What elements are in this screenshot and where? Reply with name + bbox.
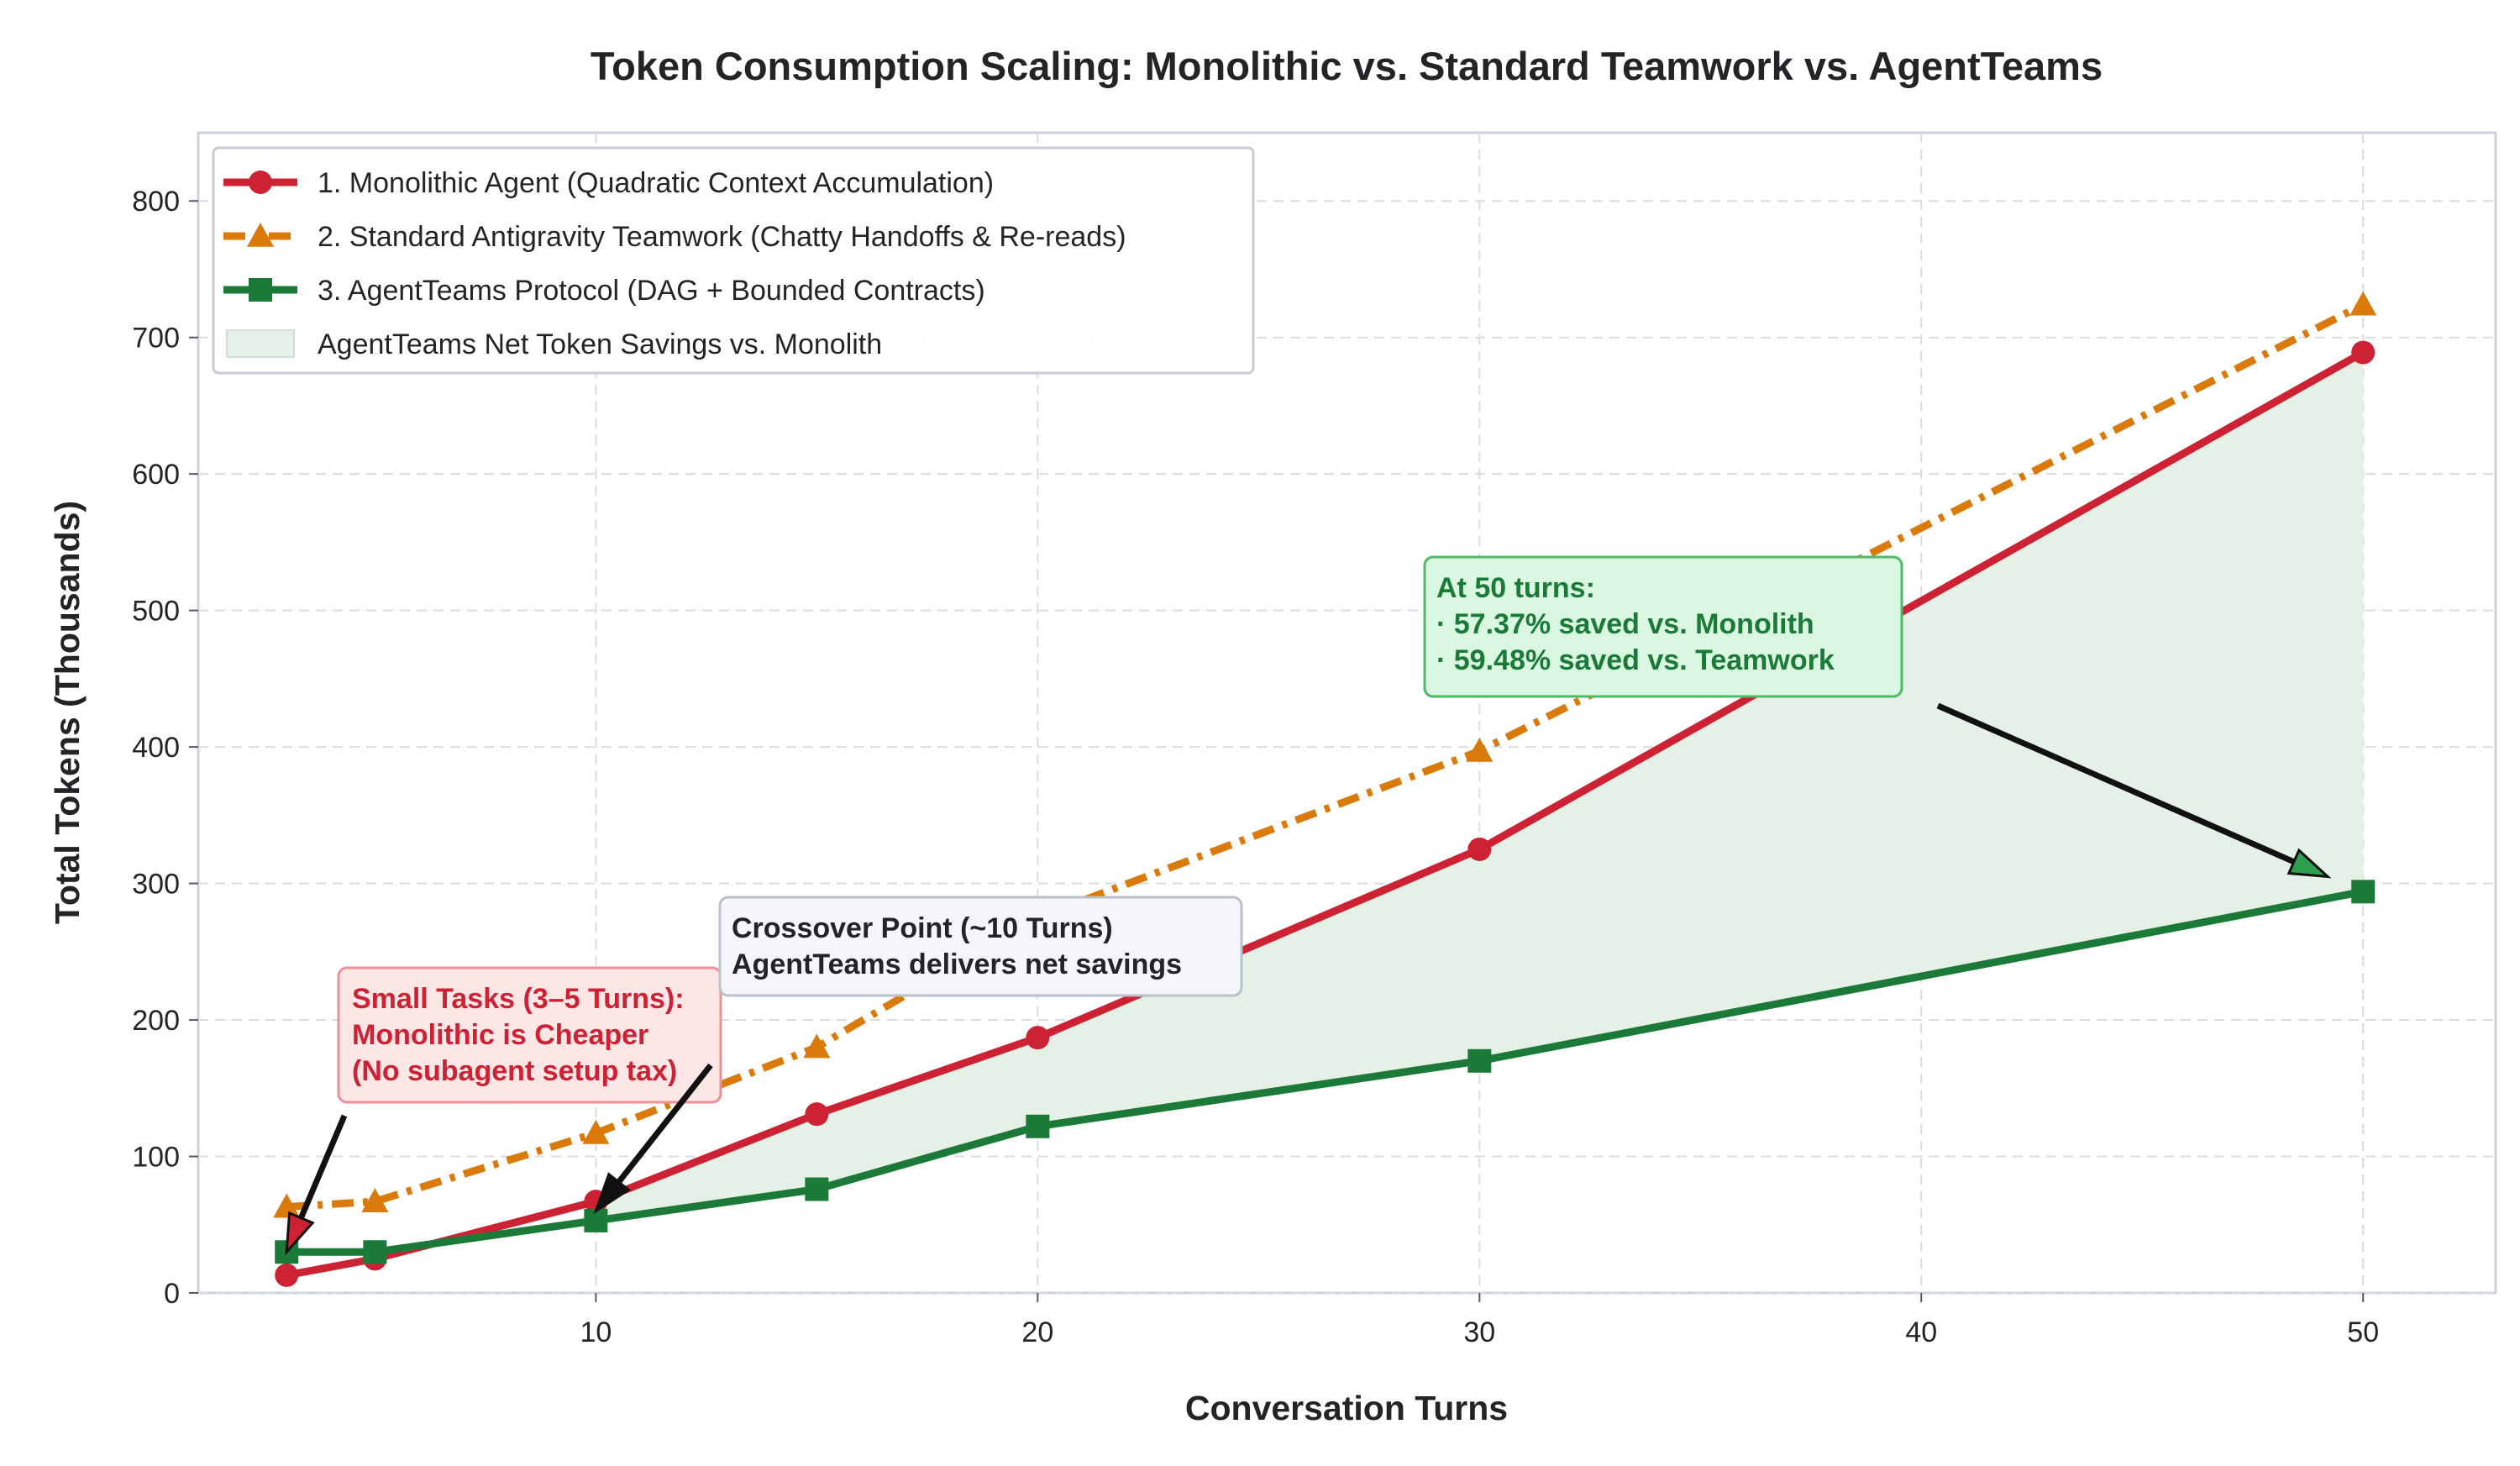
- x-tick-label: 10: [580, 1316, 612, 1348]
- y-tick-label: 400: [132, 732, 180, 764]
- small_tasks-box: [337, 966, 722, 1104]
- small_tasks-text-line: Small Tasks (3–5 Turns):: [352, 983, 685, 1015]
- legend-item-teamwork: 2. Standard Antigravity Teamwork (Chatty…: [223, 221, 1126, 253]
- legend-label: 3. AgentTeams Protocol (DAG + Bounded Co…: [318, 275, 985, 307]
- legend: 1. Monolithic Agent (Quadratic Context A…: [212, 146, 1255, 375]
- fifty_turns-text-line: · 59.48% saved vs. Teamwork: [1436, 644, 1835, 676]
- y-tick-label: 700: [132, 323, 180, 355]
- crossover-arrow-line: [616, 1063, 713, 1185]
- legend-swatch-fill: [226, 329, 295, 358]
- monolithic-point: [1467, 837, 1492, 861]
- small_tasks-text-line: (No subagent setup tax): [352, 1055, 677, 1087]
- teamwork-point: [582, 1119, 610, 1144]
- teamwork-point: [273, 1193, 301, 1218]
- crossover-arrow-head: [593, 1172, 631, 1215]
- legend-label: AgentTeams Net Token Savings vs. Monolit…: [318, 328, 882, 360]
- legend-label: 1. Monolithic Agent (Quadratic Context A…: [318, 167, 994, 199]
- teamwork-series: [273, 291, 2377, 1218]
- fifty_turns-arrow-line: [1936, 702, 2296, 865]
- y-tick-label: 200: [132, 1005, 180, 1037]
- savings-fill-area: [596, 352, 2364, 1221]
- crossover-text-line: AgentTeams delivers net savings: [732, 948, 1182, 980]
- small_tasks-arrow-line: [298, 1114, 348, 1220]
- x-tick-label: 40: [1905, 1316, 1937, 1348]
- legend-item-monolithic: 1. Monolithic Agent (Quadratic Context A…: [223, 167, 994, 199]
- agentteams-point: [584, 1208, 608, 1232]
- agentteams-series: [275, 880, 2376, 1264]
- y-tick-label: 300: [132, 869, 180, 901]
- legend-item-agentteams: 3. AgentTeams Protocol (DAG + Bounded Co…: [223, 275, 985, 307]
- fifty_turns-annotation: At 50 turns: · 57.37% saved vs. Monolith ·…: [1423, 555, 2332, 879]
- legend-label: 2. Standard Antigravity Teamwork (Chatty…: [318, 221, 1126, 253]
- x-tick-label: 20: [1021, 1316, 1053, 1348]
- y-tick-label: 600: [132, 459, 180, 491]
- teamwork-point: [361, 1188, 389, 1212]
- crossover-annotation: Crossover Point (~10 Turns) AgentTeams de…: [593, 896, 1243, 1215]
- monolithic-point: [1026, 1026, 1050, 1050]
- crossover-box: [718, 896, 1243, 997]
- small_tasks-arrow-head: [285, 1211, 315, 1256]
- agentteams-point: [1026, 1114, 1050, 1138]
- series-lines: [273, 291, 2377, 1287]
- small_tasks-annotation: Small Tasks (3–5 Turns): Monolithic is Ch…: [285, 966, 722, 1256]
- legend-item-savings: AgentTeams Net Token Savings vs. Monolit…: [226, 328, 882, 360]
- x-axis-label: Conversation Turns: [1185, 1389, 1508, 1427]
- legend-frame: [212, 146, 1255, 375]
- agentteams-point: [805, 1177, 829, 1201]
- monolithic-point: [805, 1102, 829, 1127]
- fifty_turns-text-line: At 50 turns:: [1436, 572, 1595, 604]
- x-tick-label: 50: [2347, 1316, 2379, 1348]
- monolithic-point: [2351, 340, 2376, 365]
- teamwork-point: [1466, 737, 1494, 762]
- crossover-text-line: Crossover Point (~10 Turns): [732, 912, 1113, 944]
- chart-title: Token Consumption Scaling: Monolithic vs…: [591, 44, 2103, 88]
- fifty_turns-text-line: · 57.37% saved vs. Monolith: [1436, 608, 1814, 640]
- legend-swatch-marker: [249, 278, 272, 302]
- agentteams-point: [2351, 880, 2376, 904]
- teamwork-point: [2349, 291, 2377, 316]
- teamwork-point: [803, 1033, 831, 1059]
- y-tick-label: 0: [164, 1278, 180, 1310]
- x-tick-label: 30: [1463, 1316, 1495, 1348]
- legend-box: 1. Monolithic Agent (Quadratic Context A…: [212, 146, 1255, 375]
- agentteams-point: [1467, 1048, 1492, 1073]
- y-tick-label: 500: [132, 596, 180, 628]
- fifty_turns-arrow-head: [2286, 848, 2332, 879]
- legend-swatch-marker: [247, 223, 274, 247]
- agentteams-point: [363, 1240, 387, 1264]
- y-tick-label: 100: [132, 1142, 180, 1174]
- y-tick-label: 800: [132, 186, 180, 218]
- fifty_turns-box: [1423, 555, 1903, 698]
- y-axis-label: Total Tokens (Thousands): [48, 501, 87, 924]
- annotations: Small Tasks (3–5 Turns): Monolithic is Ch…: [285, 555, 2332, 1256]
- monolithic-point: [275, 1263, 299, 1287]
- legend-swatch-marker: [249, 171, 272, 194]
- savings-area: [596, 352, 2364, 1221]
- small_tasks-text-line: Monolithic is Cheaper: [352, 1019, 648, 1051]
